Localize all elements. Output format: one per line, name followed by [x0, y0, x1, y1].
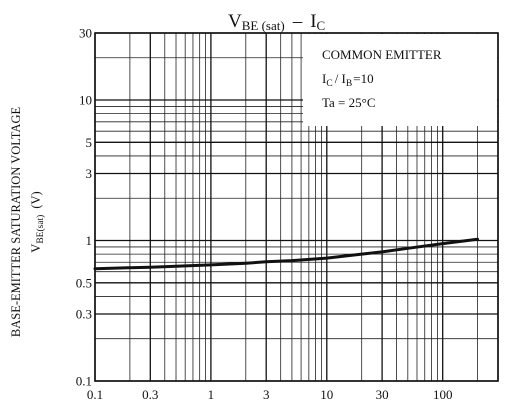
y-axis-label-line2: VBE(sat)(V)	[29, 191, 46, 252]
annotation-line2: IC / IB=10	[322, 71, 374, 89]
annotation-line3: Ta = 25°C	[322, 95, 376, 110]
x-tick-label: 0.3	[142, 387, 158, 402]
y-tick-label: 5	[86, 135, 93, 150]
annotation-box	[303, 34, 497, 126]
plot-frame	[94, 32, 499, 382]
y-tick-label: 30	[79, 26, 92, 41]
title-separator: –	[292, 11, 303, 32]
y-tick-label: 0.3	[76, 306, 92, 321]
chart-title: VBE (sat) – IC	[228, 11, 325, 33]
x-tick-label: 100	[433, 387, 453, 402]
y-axis-label-line1: BASE-EMITTER SATURATION VOLTAGE	[9, 107, 23, 338]
x-tick-label: 1	[208, 387, 215, 402]
condition-annotation: COMMON EMITTER IC / IB=10 Ta = 25°C	[322, 47, 442, 110]
series-line-0	[93, 237, 480, 271]
title-v: V	[228, 11, 242, 32]
series-layer	[93, 237, 480, 271]
y-tick-label: 3	[86, 166, 93, 181]
annotation-line1: COMMON EMITTER	[322, 47, 442, 62]
y-axis-label: BASE-EMITTER SATURATION VOLTAGE VBE(sat)…	[9, 107, 46, 338]
title-i-sub: C	[317, 18, 326, 33]
y-tick-labels: 0.1 0.3 0.5 1 3 5 10 30	[76, 26, 92, 389]
x-tick-label: 10	[320, 387, 333, 402]
x-tick-label: 0.1	[87, 387, 103, 402]
y-tick-label: 0.5	[76, 275, 92, 290]
x-tick-labels: 0.1 0.3 1 3 10 30 100	[87, 387, 453, 402]
y-tick-label: 1	[86, 233, 93, 248]
y-tick-label: 0.1	[76, 374, 92, 389]
x-tick-label: 3	[263, 387, 270, 402]
title-i: I	[310, 11, 316, 32]
title-v-sub: BE (sat)	[242, 18, 285, 33]
x-tick-label: 30	[376, 387, 389, 402]
y-tick-label: 10	[79, 93, 92, 108]
